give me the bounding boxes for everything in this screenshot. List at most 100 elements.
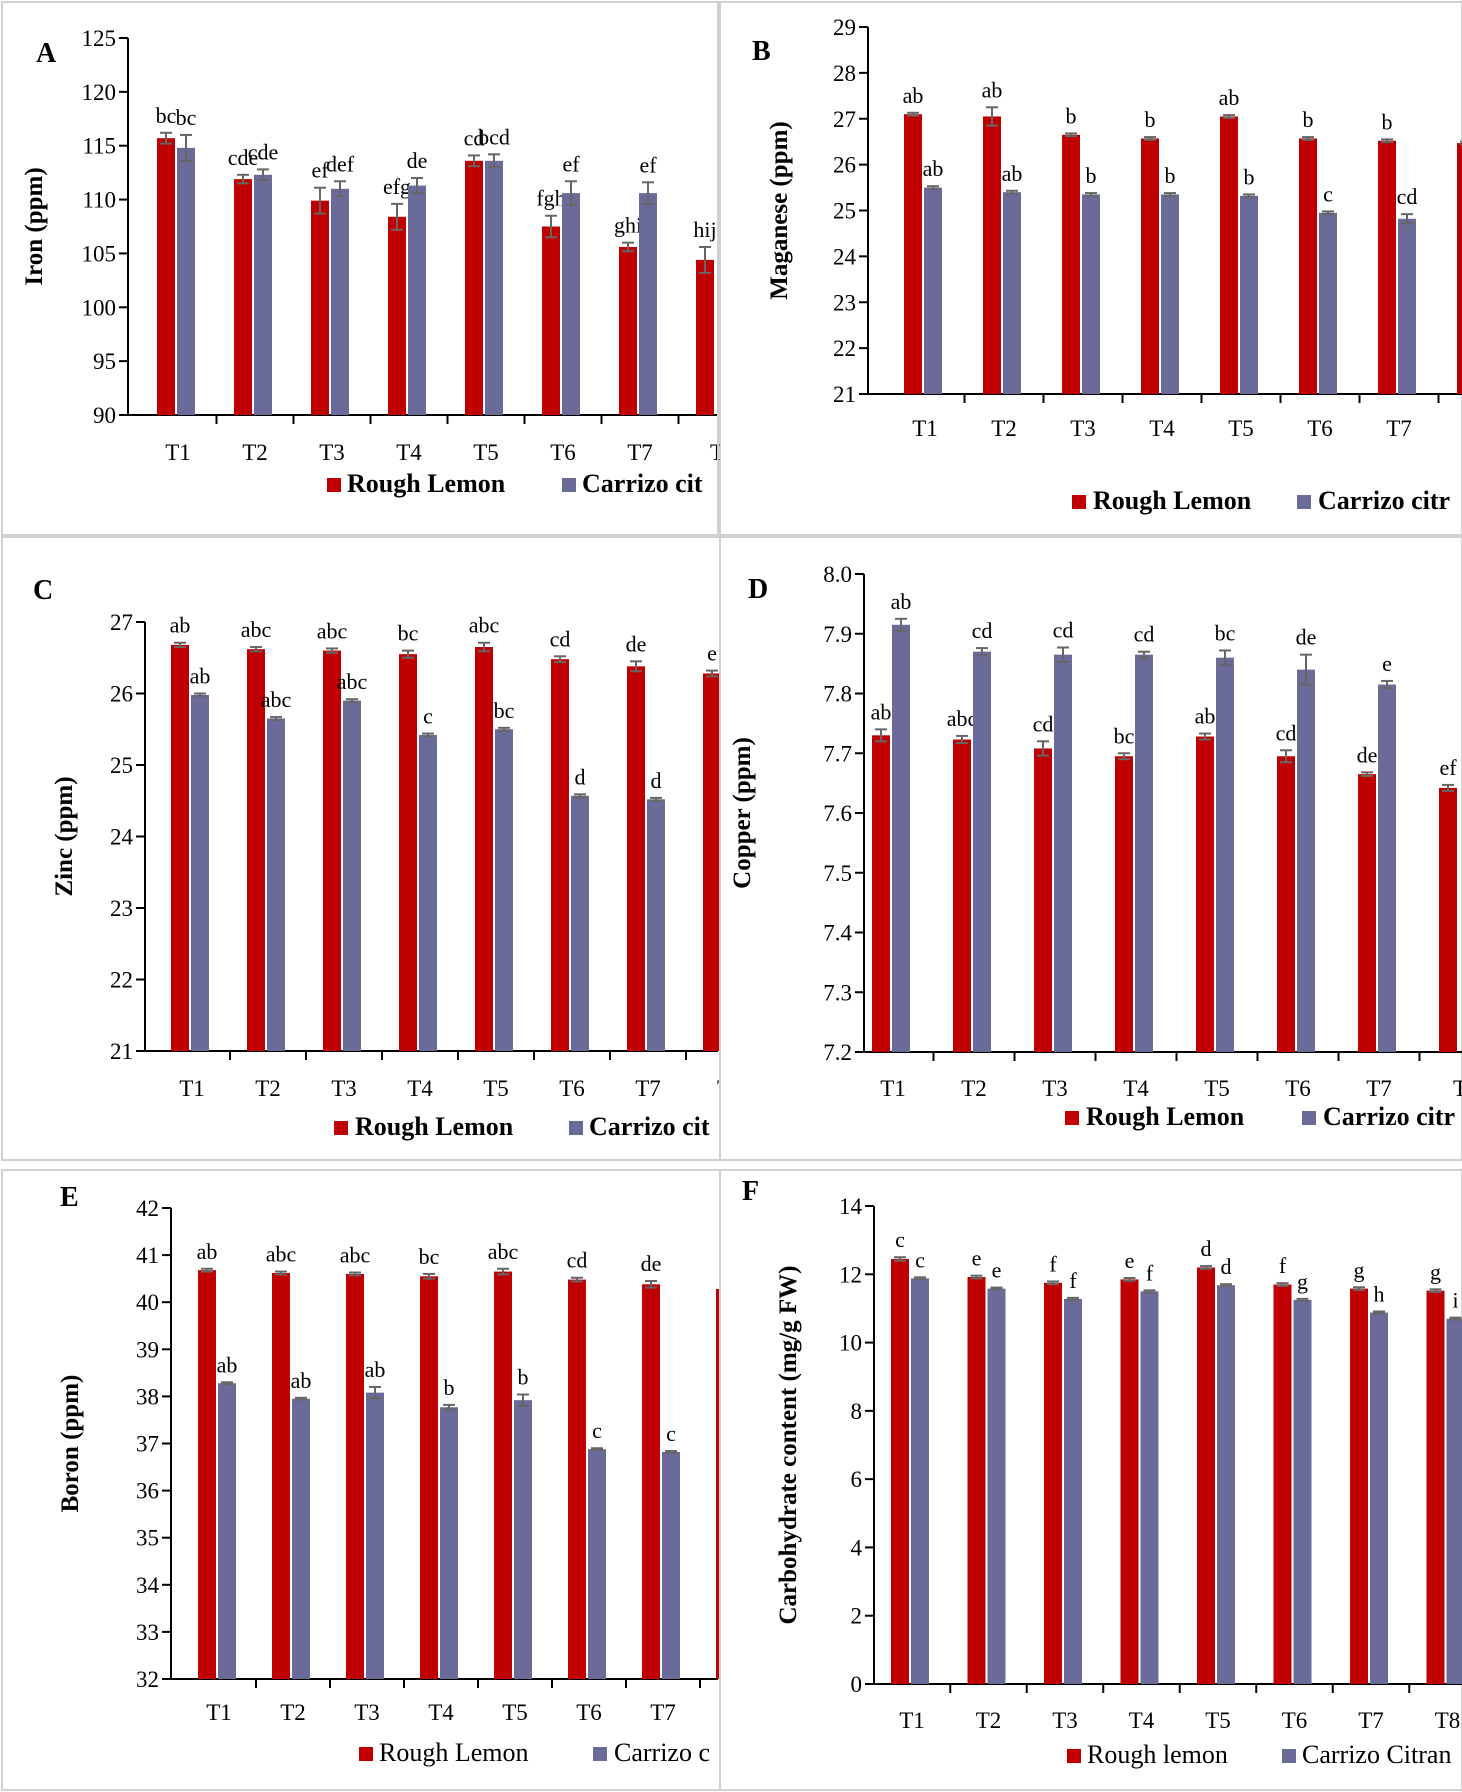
- bar-f-s2: [1064, 1298, 1082, 1684]
- x-tick-label: T7: [627, 440, 653, 465]
- panel-content: E 32 33 34 35 36 37 38 39 40 41 42 Boron (ppm) T1 T2 T3…: [57, 1182, 720, 1767]
- bar-d-s2: [1297, 669, 1315, 1052]
- y-tick-label: 39: [136, 1337, 159, 1362]
- y-tick-label: 14: [839, 1194, 863, 1219]
- y-tick-label: 26: [833, 153, 856, 178]
- y-tick-label: 100: [82, 295, 117, 320]
- significance-label: ab: [291, 1368, 312, 1393]
- bar-c-s2: [267, 718, 285, 1051]
- significance-label: cd: [972, 618, 993, 643]
- x-tick-label: T1: [206, 1700, 232, 1725]
- significance-label: d: [1201, 1236, 1212, 1261]
- bar-d-s2: [1378, 684, 1396, 1052]
- y-tick-label: 21: [110, 1039, 133, 1064]
- y-axis-label: Iron (ppm): [21, 167, 48, 285]
- significance-label: e: [992, 1258, 1002, 1283]
- bar-c-s1: [475, 647, 493, 1051]
- bar-f-s2: [1140, 1291, 1159, 1684]
- x-tick-label: T7: [650, 1700, 676, 1725]
- significance-label: g: [1297, 1269, 1308, 1294]
- x-tick-label: T2: [991, 416, 1017, 441]
- legend-swatch-2: [1297, 495, 1311, 509]
- x-tick-label: T6: [1285, 1076, 1311, 1101]
- bar-d-s2: [1054, 654, 1072, 1052]
- panel-letter: A: [36, 38, 57, 69]
- bar-f-s2: [911, 1278, 929, 1684]
- bar-b-s1: [983, 116, 1001, 395]
- panel-letter: B: [752, 36, 771, 67]
- significance-label: ab: [1219, 85, 1240, 110]
- legend-label-2: Carrizo c: [614, 1738, 710, 1767]
- legend-swatch-1: [1072, 495, 1086, 509]
- bar-a-s1: [157, 138, 175, 415]
- y-tick-label: 0: [851, 1672, 863, 1697]
- bar-a-s1: [542, 226, 560, 415]
- bar-a-s1: [696, 259, 714, 415]
- bar-f-s1: [1426, 1290, 1445, 1684]
- y-tick-label: 27: [110, 610, 133, 635]
- y-tick-label: 23: [833, 290, 856, 315]
- bar-f-s2: [987, 1288, 1006, 1684]
- significance-label: abc: [317, 618, 348, 643]
- panel-border: [719, 1169, 1462, 1791]
- significance-label: bc: [1114, 723, 1135, 748]
- y-axis-label: Carbohydrate content (mg/g FW): [775, 1266, 802, 1625]
- chart-panel-d: D 7.2 7.3 7.4 7.5 7.6 7.7 7.8 7.9 8.0 Copper (ppm)…: [719, 536, 1462, 1161]
- y-tick-label: 38: [136, 1384, 159, 1409]
- y-tick-label: 34: [136, 1573, 160, 1598]
- x-tick-label: T5: [1205, 1708, 1231, 1733]
- bar-b-s1: [1220, 116, 1238, 395]
- bar-c-s2: [419, 734, 437, 1051]
- bar-b-s1: [1062, 134, 1080, 394]
- significance-label: b: [1382, 109, 1393, 134]
- y-tick-label: 12: [839, 1262, 862, 1287]
- x-tick-label: T: [710, 440, 724, 465]
- bar-d-s1: [1196, 736, 1214, 1052]
- significance-label: b: [518, 1365, 529, 1390]
- y-tick-label: 125: [82, 26, 117, 51]
- y-tick-label: 42: [136, 1196, 159, 1221]
- x-tick-label: T7: [635, 1076, 661, 1101]
- significance-label: cd: [567, 1248, 588, 1273]
- y-tick-label: 33: [136, 1620, 159, 1645]
- y-tick-label: 27: [833, 107, 856, 132]
- bar-e-s2: [588, 1449, 606, 1679]
- y-tick-label: 23: [110, 896, 133, 921]
- legend-label-2: Carrizo citr: [1318, 486, 1450, 515]
- panel-letter: F: [742, 1176, 759, 1207]
- bar-d-s1: [1034, 748, 1052, 1052]
- y-tick-label: 35: [136, 1526, 159, 1551]
- significance-label: cd: [1134, 622, 1155, 647]
- significance-label: ab: [190, 664, 211, 689]
- significance-label: c: [915, 1247, 925, 1272]
- x-tick-label: T2: [976, 1708, 1002, 1733]
- y-tick-label: 7.2: [823, 1040, 852, 1065]
- x-tick-label: T3: [319, 440, 345, 465]
- significance-label: cd: [1053, 617, 1074, 642]
- y-tick-label: 37: [136, 1432, 159, 1457]
- y-axis-label: Boron (ppm): [57, 1375, 84, 1513]
- significance-label: abc: [241, 617, 272, 642]
- y-tick-label: 22: [833, 336, 856, 361]
- bar-b-s1: [904, 114, 922, 394]
- bar-d-s1: [1115, 756, 1133, 1052]
- significance-label: b: [1303, 107, 1314, 132]
- legend-swatch-2: [1282, 1749, 1296, 1763]
- bar-f-s1: [1044, 1282, 1062, 1684]
- bar-b-s2: [1003, 192, 1021, 394]
- legend-swatch-2: [562, 478, 576, 492]
- y-tick-label: 4: [851, 1535, 863, 1560]
- x-tick-label: T5: [1228, 416, 1254, 441]
- legend-swatch-1: [334, 1121, 348, 1135]
- bar-b-s2: [924, 187, 942, 394]
- y-tick-label: 105: [82, 241, 117, 266]
- bar-c-s2: [495, 729, 513, 1051]
- bar-c-s2: [647, 799, 665, 1051]
- bar-e-s2: [218, 1383, 236, 1679]
- bar-a-s1: [465, 160, 483, 415]
- bar-d-s1: [1277, 756, 1295, 1052]
- x-tick-label: T6: [1282, 1708, 1308, 1733]
- x-tick-label: T3: [1052, 1708, 1078, 1733]
- y-tick-label: 22: [110, 968, 133, 993]
